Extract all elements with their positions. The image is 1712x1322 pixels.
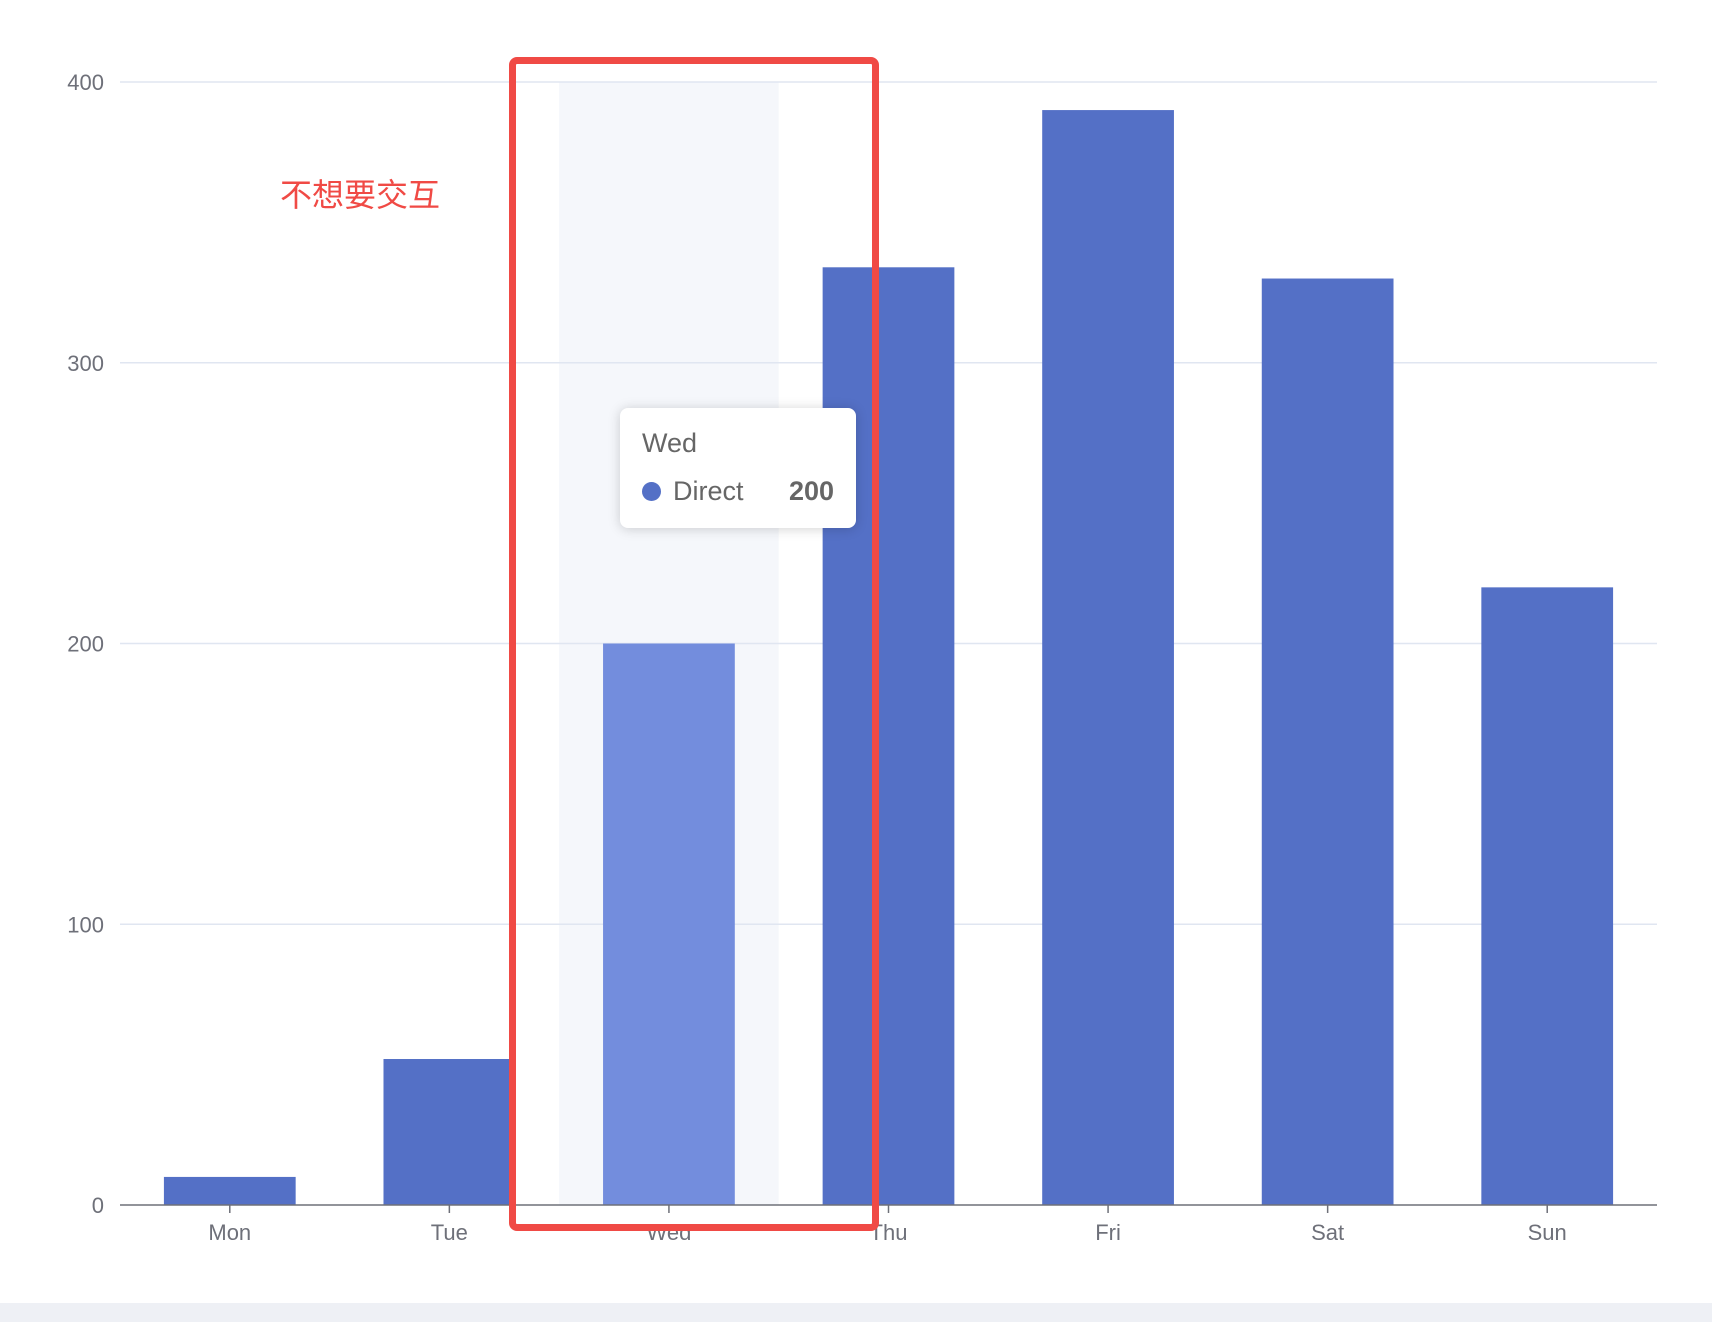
- y-tick-label: 400: [67, 70, 104, 95]
- y-tick-label: 0: [92, 1193, 104, 1218]
- x-tick-label: Fri: [1095, 1220, 1121, 1245]
- x-tick-label: Tue: [431, 1220, 468, 1245]
- bottom-strip: [0, 1303, 1712, 1322]
- x-tick-label: Sat: [1311, 1220, 1344, 1245]
- tooltip-series-row: Direct 200: [642, 476, 834, 506]
- series-marker-icon: [642, 481, 661, 501]
- y-tick-label: 200: [67, 632, 104, 657]
- bar-wed: [603, 643, 735, 1205]
- x-tick-label: Sun: [1528, 1220, 1567, 1245]
- x-tick-label: Mon: [208, 1220, 251, 1245]
- bar-sun: [1481, 587, 1614, 1205]
- y-tick-label: 100: [67, 912, 104, 937]
- tooltip-value: 200: [788, 476, 834, 506]
- y-tick-label: 300: [67, 351, 104, 376]
- bar-sat: [1261, 278, 1394, 1205]
- bar-tue: [383, 1059, 516, 1205]
- annotation-text: 不想要交互: [280, 176, 441, 214]
- chart-tooltip: Wed Direct 200: [620, 408, 856, 528]
- tooltip-series-name: Direct: [673, 476, 744, 506]
- bar-fri: [1042, 110, 1174, 1206]
- tooltip-title: Wed: [642, 428, 698, 458]
- bar-mon: [163, 1176, 296, 1205]
- highlight-rectangle: [509, 57, 879, 1231]
